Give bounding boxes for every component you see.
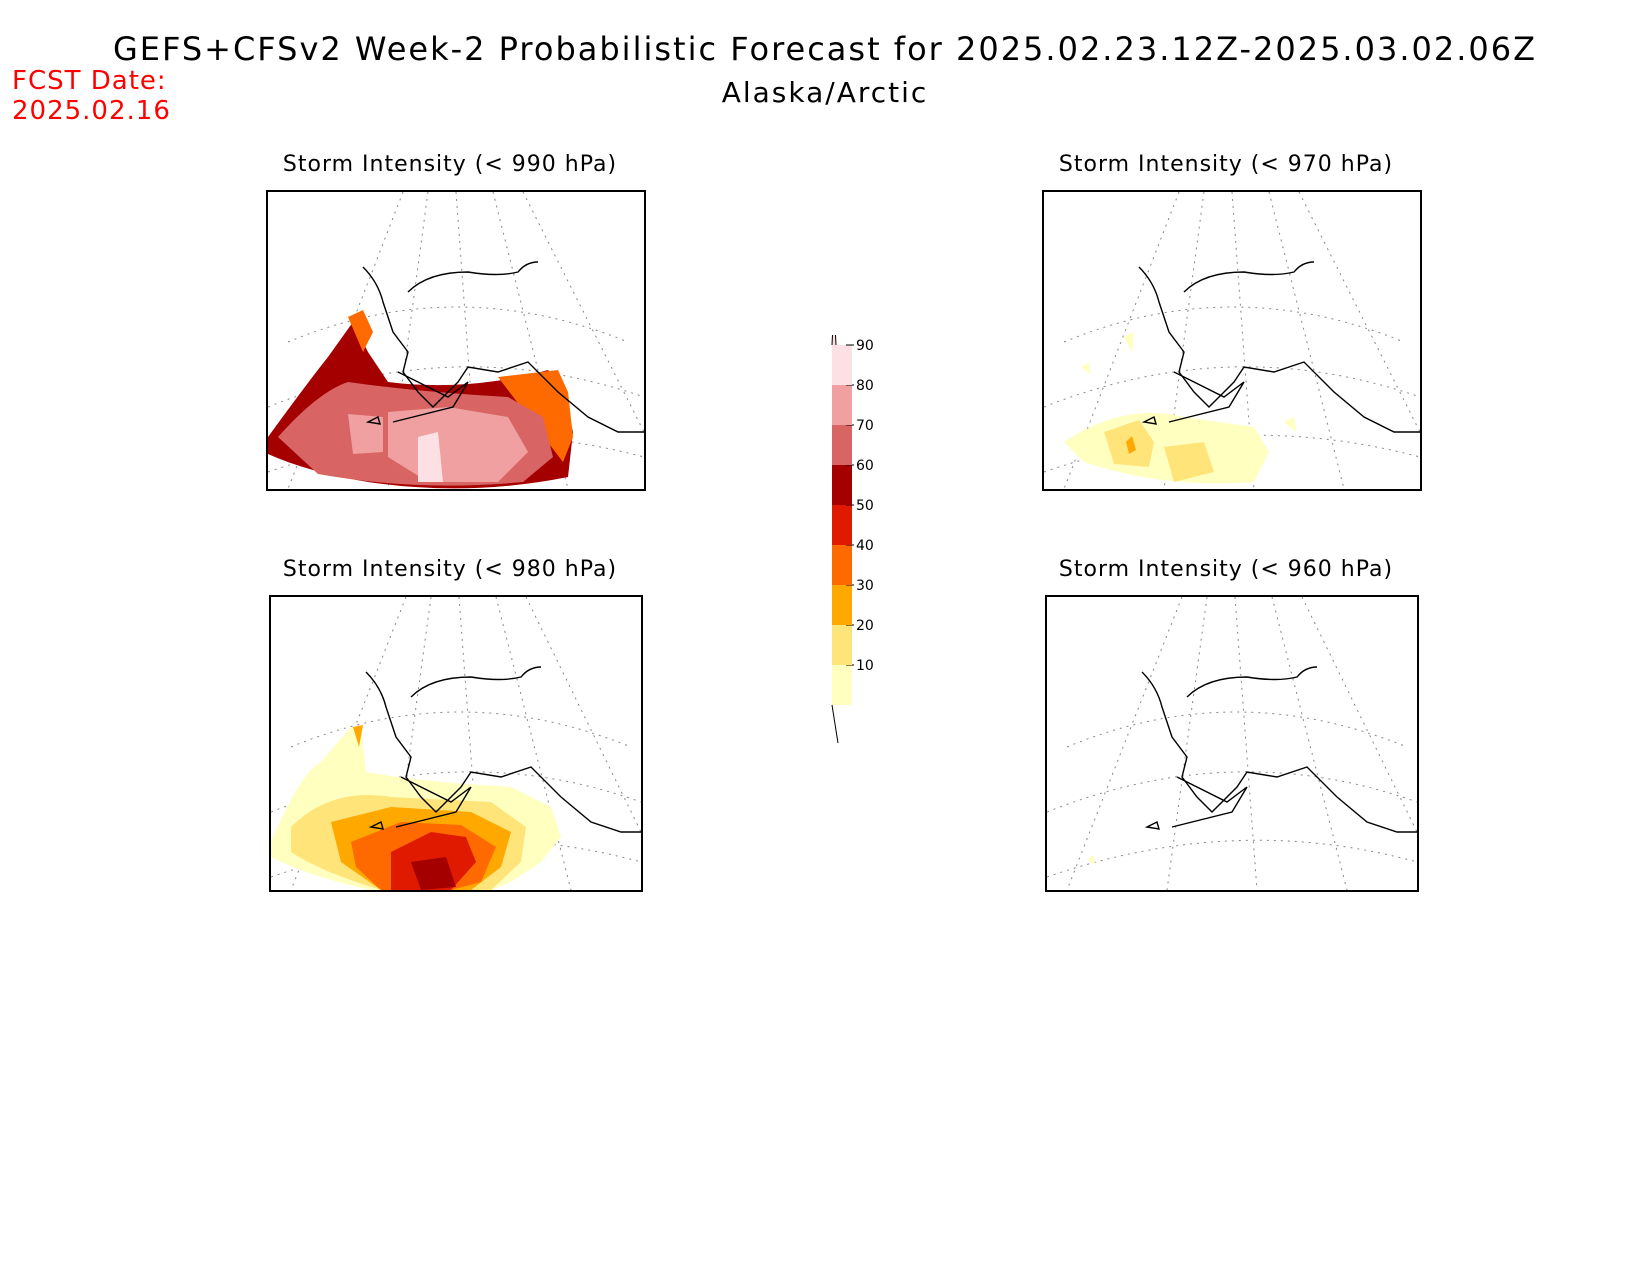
map-panel-990 — [266, 190, 646, 491]
main-title: GEFS+CFSv2 Week-2 Probabilistic Forecast… — [112, 30, 1538, 68]
colorbar-bottom-cap — [831, 704, 839, 744]
colorbar-swatch — [832, 385, 852, 425]
coastline-960 — [1141, 666, 1417, 833]
colorbar-tick-label: 10 — [856, 658, 874, 674]
colorbar-swatch — [832, 665, 852, 705]
probability-fill-960 — [1087, 855, 1095, 865]
graticule-lines — [1044, 192, 1420, 489]
coastline-980 — [365, 666, 641, 833]
fcst-date-block: FCST Date: 2025.02.16 — [12, 66, 171, 126]
colorbar-tick-label: 20 — [856, 618, 874, 634]
colorbar-swatch — [832, 465, 852, 505]
probability-fill-980 — [271, 725, 561, 890]
graticule-lines — [1047, 597, 1417, 890]
probability-colorbar: 10 20 30 40 50 60 70 80 90 — [831, 335, 874, 744]
colorbar-tick-label: 50 — [856, 498, 874, 514]
colorbar-swatch — [832, 545, 852, 585]
fcst-date-label: FCST Date: — [12, 66, 167, 96]
colorbar-top-cap — [831, 335, 837, 346]
colorbar-swatch — [832, 585, 852, 625]
colorbar-swatch — [832, 505, 852, 545]
colorbar-tick-label: 60 — [856, 458, 874, 474]
graticule-lines — [268, 192, 644, 489]
panel-title-960: Storm Intensity (< 960 hPa) — [1058, 557, 1394, 582]
colorbar-tick-label: 30 — [856, 578, 874, 594]
colorbar-tick-label: 70 — [856, 418, 874, 434]
map-panel-970 — [1042, 190, 1422, 491]
panel-title-970: Storm Intensity (< 970 hPa) — [1058, 152, 1394, 177]
probability-fill-990 — [268, 310, 573, 489]
panel-title-990: Storm Intensity (< 990 hPa) — [282, 152, 618, 177]
fcst-date-value: 2025.02.16 — [12, 96, 171, 126]
colorbar-swatch — [832, 625, 852, 665]
colorbar-tick-label: 90 — [856, 338, 874, 354]
map-980-svg — [271, 597, 641, 890]
coastline-990 — [362, 261, 644, 433]
map-970-svg — [1044, 192, 1420, 489]
map-panel-980 — [269, 595, 643, 892]
map-panel-960 — [1045, 595, 1419, 892]
subtitle: Alaska/Arctic — [721, 76, 929, 109]
colorbar-swatch — [832, 425, 852, 465]
colorbar-tick-label: 80 — [856, 378, 874, 394]
map-960-svg — [1047, 597, 1417, 890]
colorbar-tick-label: 40 — [856, 538, 874, 554]
colorbar-swatch — [832, 345, 852, 385]
map-990-svg — [268, 192, 644, 489]
coastline-970 — [1138, 261, 1420, 433]
panel-title-980: Storm Intensity (< 980 hPa) — [282, 557, 618, 582]
probability-fill-970 — [1064, 332, 1296, 484]
